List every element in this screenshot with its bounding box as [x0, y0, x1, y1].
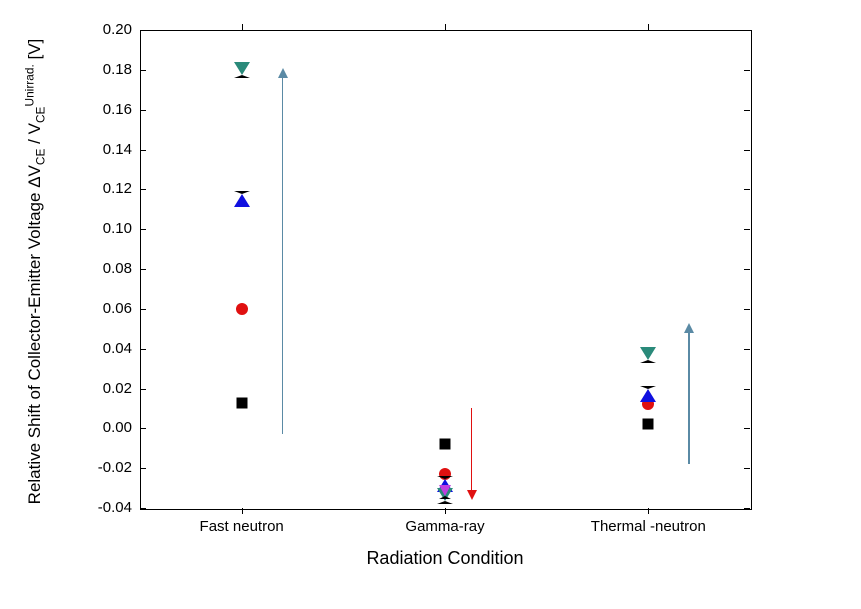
x-tick	[445, 508, 446, 514]
x-axis-label: Radiation Condition	[345, 548, 545, 569]
trend-arrow-head	[278, 68, 288, 78]
data-point	[440, 439, 451, 450]
data-point	[439, 485, 451, 499]
y-tick-label: -0.02	[90, 459, 132, 476]
y-tick	[744, 508, 750, 509]
y-tick	[140, 150, 146, 151]
y-tick-label: 0.04	[90, 340, 132, 357]
trend-arrow-head	[467, 490, 477, 500]
trend-arrow	[688, 325, 690, 464]
y-tick-label: 0.20	[90, 21, 132, 38]
y-tick-label: 0.16	[90, 101, 132, 118]
y-tick-label: -0.04	[90, 499, 132, 516]
x-tick-label: Gamma-ray	[375, 518, 515, 535]
y-tick-label: 0.00	[90, 419, 132, 436]
y-tick	[744, 389, 750, 390]
y-tick	[140, 428, 146, 429]
y-tick	[744, 349, 750, 350]
y-tick	[140, 508, 146, 509]
trend-arrow	[282, 70, 284, 434]
y-tick	[140, 269, 146, 270]
y-tick	[140, 468, 146, 469]
y-tick	[140, 349, 146, 350]
y-tick	[744, 70, 750, 71]
x-tick	[242, 508, 243, 514]
y-tick	[140, 229, 146, 230]
y-tick-label: 0.10	[90, 220, 132, 237]
data-point	[640, 347, 656, 363]
trend-arrow-head	[684, 323, 694, 333]
y-tick	[744, 150, 750, 151]
y-tick-label: 0.06	[90, 300, 132, 317]
y-tick	[744, 189, 750, 190]
y-tick	[744, 229, 750, 230]
y-tick	[744, 110, 750, 111]
y-axis-label: Relative Shift of Collector-Emitter Volt…	[22, 33, 47, 511]
y-tick	[744, 468, 750, 469]
y-tick	[744, 428, 750, 429]
y-tick	[744, 309, 750, 310]
data-point	[234, 191, 250, 207]
trend-arrow	[471, 408, 472, 498]
y-tick	[140, 309, 146, 310]
y-tick	[140, 110, 146, 111]
data-point	[643, 419, 654, 430]
y-tick-label: 0.02	[90, 380, 132, 397]
y-tick	[140, 70, 146, 71]
y-tick	[140, 389, 146, 390]
data-point	[640, 386, 656, 402]
y-tick-label: 0.18	[90, 61, 132, 78]
x-tick-label: Fast neutron	[172, 518, 312, 535]
y-tick-label: 0.08	[90, 260, 132, 277]
x-tick	[648, 508, 649, 514]
x-tick	[648, 24, 649, 30]
y-tick-label: 0.12	[90, 180, 132, 197]
chart-container: Relative Shift of Collector-Emitter Volt…	[0, 0, 861, 609]
x-tick-label: Thermal -neutron	[578, 518, 718, 535]
data-point	[236, 398, 247, 409]
y-tick-label: 0.14	[90, 141, 132, 158]
y-tick	[744, 30, 750, 31]
y-tick	[140, 189, 146, 190]
data-point	[234, 62, 250, 78]
x-tick	[242, 24, 243, 30]
y-tick	[744, 269, 750, 270]
data-point	[236, 303, 248, 315]
y-tick	[140, 30, 146, 31]
x-tick	[445, 24, 446, 30]
